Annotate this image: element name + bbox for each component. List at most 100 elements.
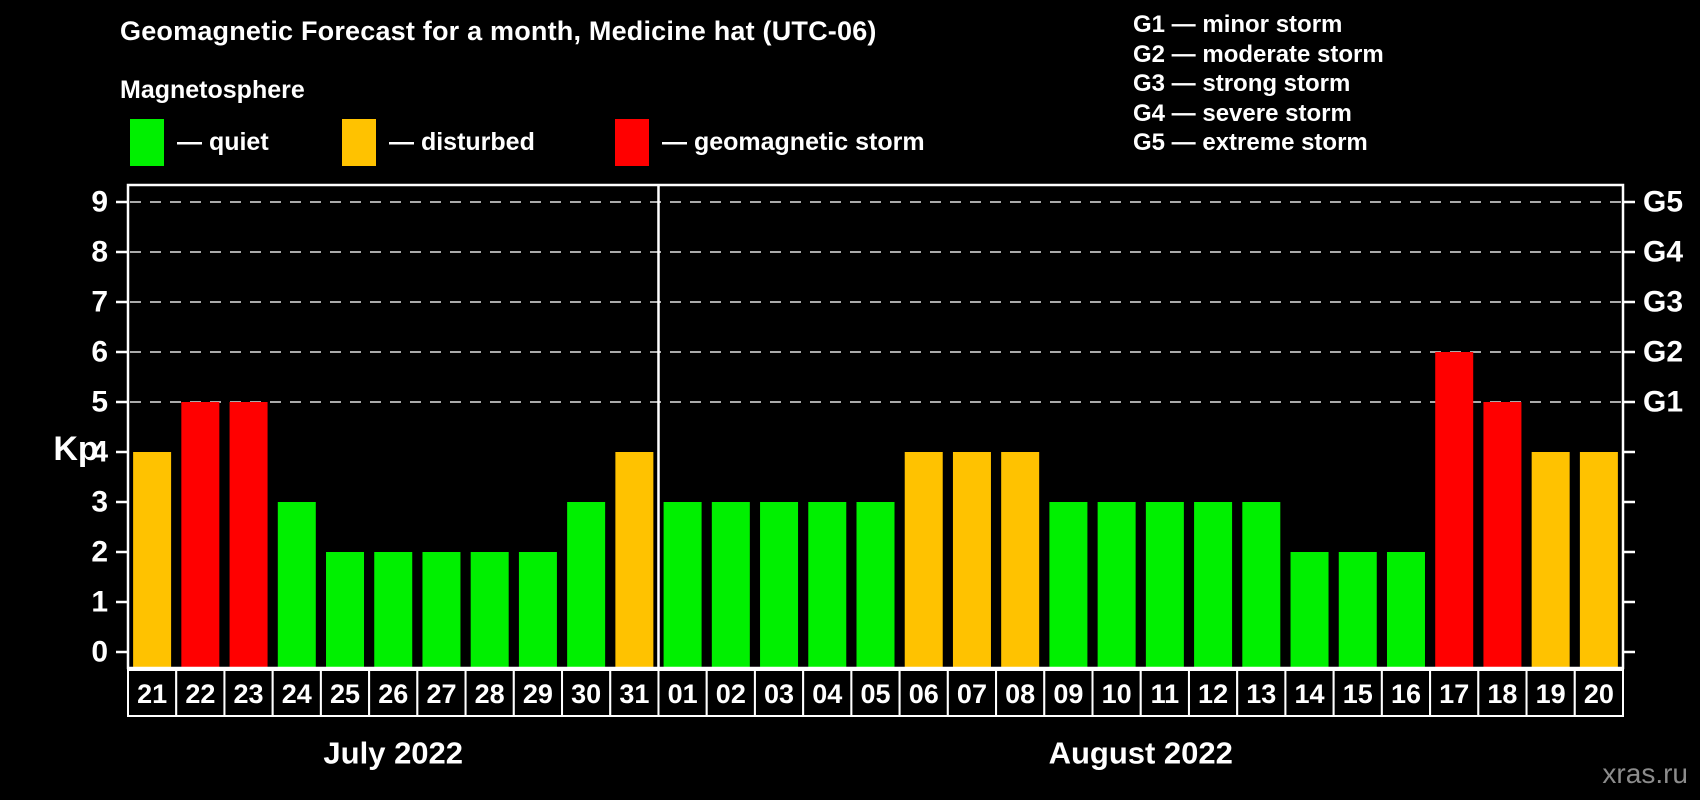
kp-bar-day-29 (518, 552, 557, 667)
kp-bar-day-31 (615, 452, 654, 667)
quiet-color-swatch (130, 119, 164, 166)
day-label-box (416, 669, 467, 717)
day-label-box (1477, 669, 1528, 717)
legend-label-disturbed: — disturbed (389, 128, 535, 156)
day-label: 10 (1102, 679, 1132, 709)
day-label: 25 (330, 679, 360, 709)
g1-legend-line: G1 — minor storm (1133, 11, 1343, 38)
day-label: 08 (1005, 679, 1035, 709)
day-label-box (609, 669, 660, 717)
day-label: 23 (234, 679, 264, 709)
day-label: 02 (716, 679, 746, 709)
kp-bar-day-06 (904, 452, 943, 667)
day-label: 13 (1246, 679, 1276, 709)
day-label-box (946, 669, 998, 717)
day-label: 12 (1198, 679, 1228, 709)
y-axis-tick-label-8: 8 (91, 236, 108, 269)
day-label-box (127, 669, 178, 717)
day-label-box (1139, 669, 1190, 717)
day-label-box (271, 669, 322, 717)
day-label-box (802, 669, 853, 717)
day-label: 16 (1391, 679, 1421, 709)
kp-bar-day-05 (856, 502, 895, 667)
y-axis-tick-label-5: 5 (91, 386, 108, 419)
kp-bar-day-09 (1049, 502, 1088, 667)
g-scale-legend: G1 — minor storm G2 — moderate storm G3 … (1133, 10, 1384, 158)
kp-bar-day-20 (1579, 452, 1618, 667)
storm-color-swatch (615, 119, 649, 166)
kp-bar-day-23 (229, 402, 268, 667)
watermark: xras.ru (1602, 758, 1688, 789)
y-axis-tick-label-7: 7 (91, 286, 108, 319)
day-label: 17 (1439, 679, 1469, 709)
day-label: 29 (523, 679, 553, 709)
kp-bar-day-15 (1338, 552, 1377, 667)
kp-bar-day-11 (1145, 502, 1184, 667)
y-axis-tick-label-6: 6 (91, 336, 108, 369)
legend-item-storm: — geomagnetic storm (615, 119, 925, 166)
y-axis-tick-label-1: 1 (91, 586, 108, 619)
kp-bar-day-21 (133, 452, 172, 667)
y-axis-tick-label-0: 0 (91, 636, 108, 669)
day-label-box (464, 669, 515, 717)
kp-bar-day-26 (374, 552, 413, 667)
legend-label-storm: — geomagnetic storm (662, 128, 925, 156)
day-label: 30 (571, 679, 601, 709)
kp-bar-day-25 (326, 552, 365, 667)
kp-bar-day-16 (1386, 552, 1425, 667)
day-label: 06 (909, 679, 939, 709)
day-label: 15 (1343, 679, 1373, 709)
g2-legend-line: G2 — moderate storm (1133, 40, 1384, 68)
day-label-box (368, 669, 419, 717)
plot-border (126, 183, 1625, 670)
magnetosphere-label: Magnetosphere (120, 76, 305, 104)
day-label-box (561, 669, 612, 717)
legend-item-disturbed: — disturbed (342, 119, 615, 166)
kp-bar-day-02 (711, 502, 750, 667)
y-axis-tick-label-9: 9 (91, 186, 108, 219)
day-label: 21 (137, 679, 167, 709)
day-label-box (1573, 669, 1624, 717)
page-title: Geomagnetic Forecast for a month, Medici… (120, 16, 877, 46)
day-label: 14 (1295, 679, 1325, 709)
day-label: 05 (860, 679, 890, 709)
day-label: 22 (185, 679, 215, 709)
kp-bar-day-13 (1242, 502, 1281, 667)
kp-bar-day-10 (1097, 502, 1136, 667)
month-label: July 2022 (323, 736, 463, 771)
day-label: 28 (475, 679, 505, 709)
legend-item-quiet: — quiet (130, 119, 342, 166)
g-axis-label-G2: G2 (1643, 336, 1683, 369)
day-label: 01 (668, 679, 698, 709)
g3-legend-line: G3 — strong storm (1133, 70, 1351, 97)
g4-legend-line: G4 — severe storm (1133, 99, 1352, 127)
day-label: 07 (957, 679, 987, 709)
day-label-box (1043, 669, 1094, 717)
g-axis-label-G4: G4 (1643, 236, 1683, 269)
g-axis-label-G3: G3 (1643, 286, 1683, 319)
g-axis-label-G5: G5 (1643, 186, 1683, 219)
kp-bar-day-07 (952, 452, 991, 667)
kp-axis-title: Kp (53, 430, 98, 468)
kp-bar-day-08 (1001, 452, 1040, 667)
day-label: 19 (1536, 679, 1566, 709)
kp-bar-day-03 (760, 502, 799, 667)
day-label-box (1236, 669, 1287, 717)
day-label: 24 (282, 679, 312, 709)
day-label: 26 (378, 679, 408, 709)
day-label: 27 (426, 679, 456, 709)
disturbed-color-swatch (342, 119, 376, 166)
day-label-box (175, 669, 226, 717)
day-label: 11 (1151, 679, 1180, 709)
day-label-box (512, 669, 564, 717)
y-axis-tick-label-4: 4 (91, 436, 108, 469)
kp-bar-day-01 (663, 502, 702, 667)
kp-bar-day-14 (1290, 552, 1329, 667)
kp-bar-day-17 (1435, 352, 1474, 667)
kp-bar-day-30 (567, 502, 606, 667)
kp-bar-day-19 (1531, 452, 1570, 667)
day-label: 20 (1584, 679, 1614, 709)
day-label-box (1332, 669, 1383, 717)
day-label-box (850, 669, 901, 717)
